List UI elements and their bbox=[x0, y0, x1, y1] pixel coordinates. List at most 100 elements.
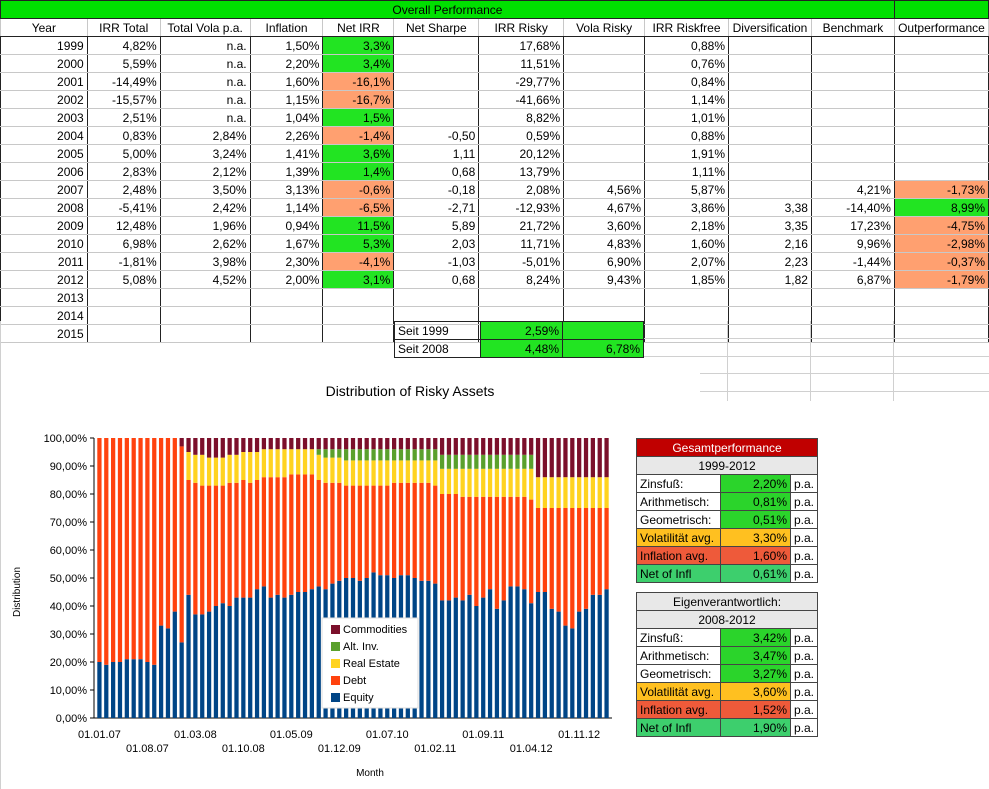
metric-value: 3,42% bbox=[720, 628, 791, 647]
year-cell: 2015 bbox=[0, 324, 88, 343]
bar-segment-equity bbox=[515, 586, 520, 718]
table-cell bbox=[810, 306, 895, 325]
table-cell: 1,67% bbox=[249, 234, 324, 253]
bar-segment-re bbox=[302, 449, 308, 475]
bar-segment-debt bbox=[433, 485, 438, 584]
bar-segment-equity bbox=[302, 592, 308, 718]
bar-segment-debt bbox=[158, 438, 164, 626]
bar-segment-alt bbox=[481, 454, 486, 469]
bar-segment-debt bbox=[97, 438, 102, 662]
bar-segment-com bbox=[412, 438, 417, 450]
bar-segment-com bbox=[597, 438, 602, 478]
y-tick-label: 0,00% bbox=[56, 713, 87, 725]
year-cell: 2008 bbox=[0, 198, 88, 217]
column-header: Outperformance bbox=[893, 18, 989, 37]
table-cell: 6,90% bbox=[563, 252, 646, 271]
table-cell: 8,82% bbox=[478, 108, 565, 127]
table-cell: 4,56% bbox=[563, 180, 646, 199]
table-cell: 2,23 bbox=[728, 252, 812, 271]
table-row: 2009 12,48% 1,96% 0,94% 11,5% 5,89 21,72% 3,60%… bbox=[0, 216, 989, 235]
bar-segment-debt bbox=[206, 485, 212, 612]
table-cell bbox=[810, 144, 895, 163]
year-cell: 2011 bbox=[0, 252, 88, 271]
bar-segment-alt bbox=[385, 449, 390, 461]
table-cell: 20,12% bbox=[478, 144, 565, 163]
metric-value: 0,61% bbox=[720, 564, 791, 583]
table-cell: -16,7% bbox=[322, 90, 395, 109]
table-cell bbox=[478, 288, 565, 307]
table-cell: 6,98% bbox=[86, 234, 161, 253]
metric-value: 1,60% bbox=[720, 546, 791, 565]
bar-segment-equity bbox=[577, 611, 582, 718]
bar-segment-com bbox=[487, 438, 493, 455]
y-tick-label: 40,00% bbox=[50, 601, 88, 613]
bar-segment-re bbox=[419, 460, 424, 483]
table-cell bbox=[563, 90, 646, 109]
bar-segment-re bbox=[460, 468, 465, 497]
table-cell bbox=[393, 36, 480, 55]
table-cell bbox=[728, 108, 812, 127]
bar-segment-equity bbox=[131, 659, 136, 718]
table-cell: -4,75% bbox=[893, 216, 989, 235]
table-cell: 3,4% bbox=[322, 54, 395, 73]
bar-segment-re bbox=[282, 449, 287, 478]
bar-segment-alt bbox=[529, 454, 534, 469]
table-cell bbox=[893, 90, 989, 109]
table-cell: 2,20% bbox=[249, 54, 324, 73]
bar-segment-alt bbox=[508, 454, 513, 469]
bar-segment-re bbox=[481, 468, 486, 497]
bar-segment-com bbox=[570, 438, 575, 478]
table-cell bbox=[393, 108, 480, 127]
bar-segment-equity bbox=[111, 662, 116, 718]
bar-segment-alt bbox=[364, 449, 369, 461]
bar-segment-com bbox=[309, 438, 315, 450]
column-header: IRR Riskfree bbox=[644, 18, 729, 37]
bar-segment-equity bbox=[282, 597, 287, 718]
metric-label: Zinsfuß: bbox=[636, 474, 721, 493]
bar-segment-re bbox=[508, 468, 513, 497]
bar-segment-equity bbox=[542, 592, 548, 718]
panel1-period: 1999-2012 bbox=[635, 456, 819, 475]
bar-segment-re bbox=[364, 460, 369, 486]
table-cell: 1,96% bbox=[159, 216, 251, 235]
bar-segment-re bbox=[515, 468, 520, 497]
bar-segment-re bbox=[529, 468, 534, 500]
table-cell bbox=[893, 72, 989, 91]
table-cell: 3,98% bbox=[159, 252, 251, 271]
metric-value: 0,81% bbox=[720, 492, 791, 511]
since-label: Seit 1999 bbox=[394, 321, 481, 340]
bar-segment-alt bbox=[316, 449, 321, 455]
bar-segment-re bbox=[563, 477, 568, 508]
bar-segment-com bbox=[385, 438, 390, 450]
bar-segment-debt bbox=[487, 496, 493, 590]
bar-segment-alt bbox=[522, 454, 527, 469]
bar-segment-debt bbox=[316, 480, 321, 587]
table-cell bbox=[893, 54, 989, 73]
table-cell: 11,71% bbox=[478, 234, 565, 253]
bar-segment-equity bbox=[487, 589, 493, 718]
metric-row: Inflation avg. 1,60% p.a. bbox=[636, 546, 819, 565]
bar-segment-com bbox=[357, 438, 362, 450]
bar-segment-re bbox=[446, 468, 452, 494]
bar-segment-alt bbox=[460, 454, 465, 469]
x-tick-label: 01.02.11 bbox=[414, 743, 456, 755]
bar-segment-alt bbox=[344, 449, 349, 461]
bar-segment-com bbox=[200, 438, 205, 455]
bar-segment-equity bbox=[439, 600, 445, 718]
metric-value: 0,51% bbox=[720, 510, 791, 529]
metric-row: Net of Infl 1,90% p.a. bbox=[636, 718, 819, 737]
table-cell: -12,93% bbox=[478, 198, 565, 217]
table-cell: 0,88% bbox=[644, 36, 729, 55]
since-irr: 2,59% bbox=[480, 321, 563, 340]
metric-value: 3,30% bbox=[720, 528, 791, 547]
bar-segment-alt bbox=[426, 449, 431, 461]
bar-segment-debt bbox=[583, 508, 589, 609]
bar-segment-com bbox=[494, 438, 500, 455]
table-row: 2008 -5,41% 2,42% 1,14% -6,5% -2,71 -12,93% 4,6… bbox=[0, 198, 989, 217]
y-tick-label: 10,00% bbox=[50, 685, 88, 697]
table-row: 2000 5,59% n.a. 2,20% 3,4% 11,51% 0,76% bbox=[0, 54, 989, 73]
year-cell: 2010 bbox=[0, 234, 88, 253]
table-cell: -0,50 bbox=[393, 126, 480, 145]
bar-segment-alt bbox=[467, 454, 472, 469]
table-cell: 11,51% bbox=[478, 54, 565, 73]
